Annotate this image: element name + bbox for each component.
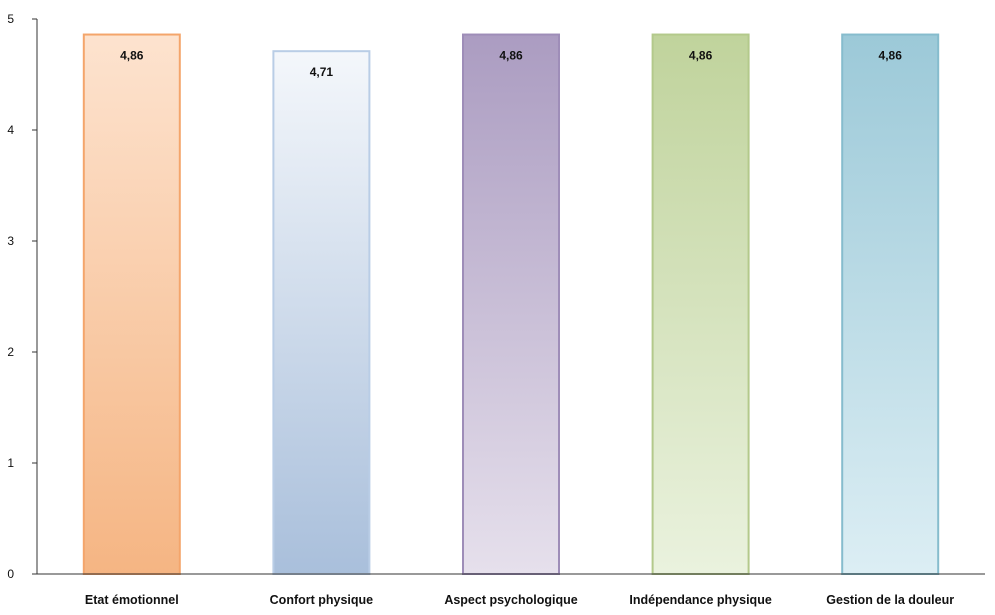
- x-tick-label: Etat émotionnel: [85, 593, 179, 607]
- bar-value-label: 4,86: [879, 49, 903, 63]
- y-tick-label: 2: [7, 345, 14, 359]
- x-tick-label: Aspect psychologique: [444, 593, 577, 607]
- y-tick-label: 0: [7, 567, 14, 581]
- bar-value-label: 4,86: [689, 49, 713, 63]
- y-tick-label: 3: [7, 234, 14, 248]
- x-tick-label: Indépendance physique: [629, 593, 771, 607]
- y-axis: 0 1 2 3 4 5: [7, 12, 985, 581]
- bars-layer: [82, 33, 940, 576]
- bar-2: [272, 50, 371, 575]
- bar-5: [841, 33, 940, 576]
- bar-value-label: 4,86: [120, 49, 144, 63]
- x-tick-label: Gestion de la douleur: [826, 593, 954, 607]
- x-tick-label: Confort physique: [270, 593, 374, 607]
- y-tick-label: 5: [7, 12, 14, 26]
- bar-value-label: 4,86: [499, 49, 523, 63]
- bar-1: [82, 33, 181, 576]
- labels-layer: 4,86 Etat émotionnel 4,71 Confort physique 4…: [85, 49, 954, 607]
- bar-value-label: 4,71: [310, 65, 334, 79]
- bar-4: [651, 33, 750, 576]
- y-tick-label: 4: [7, 123, 14, 137]
- y-tick-label: 1: [7, 456, 14, 470]
- bar-3: [462, 33, 560, 576]
